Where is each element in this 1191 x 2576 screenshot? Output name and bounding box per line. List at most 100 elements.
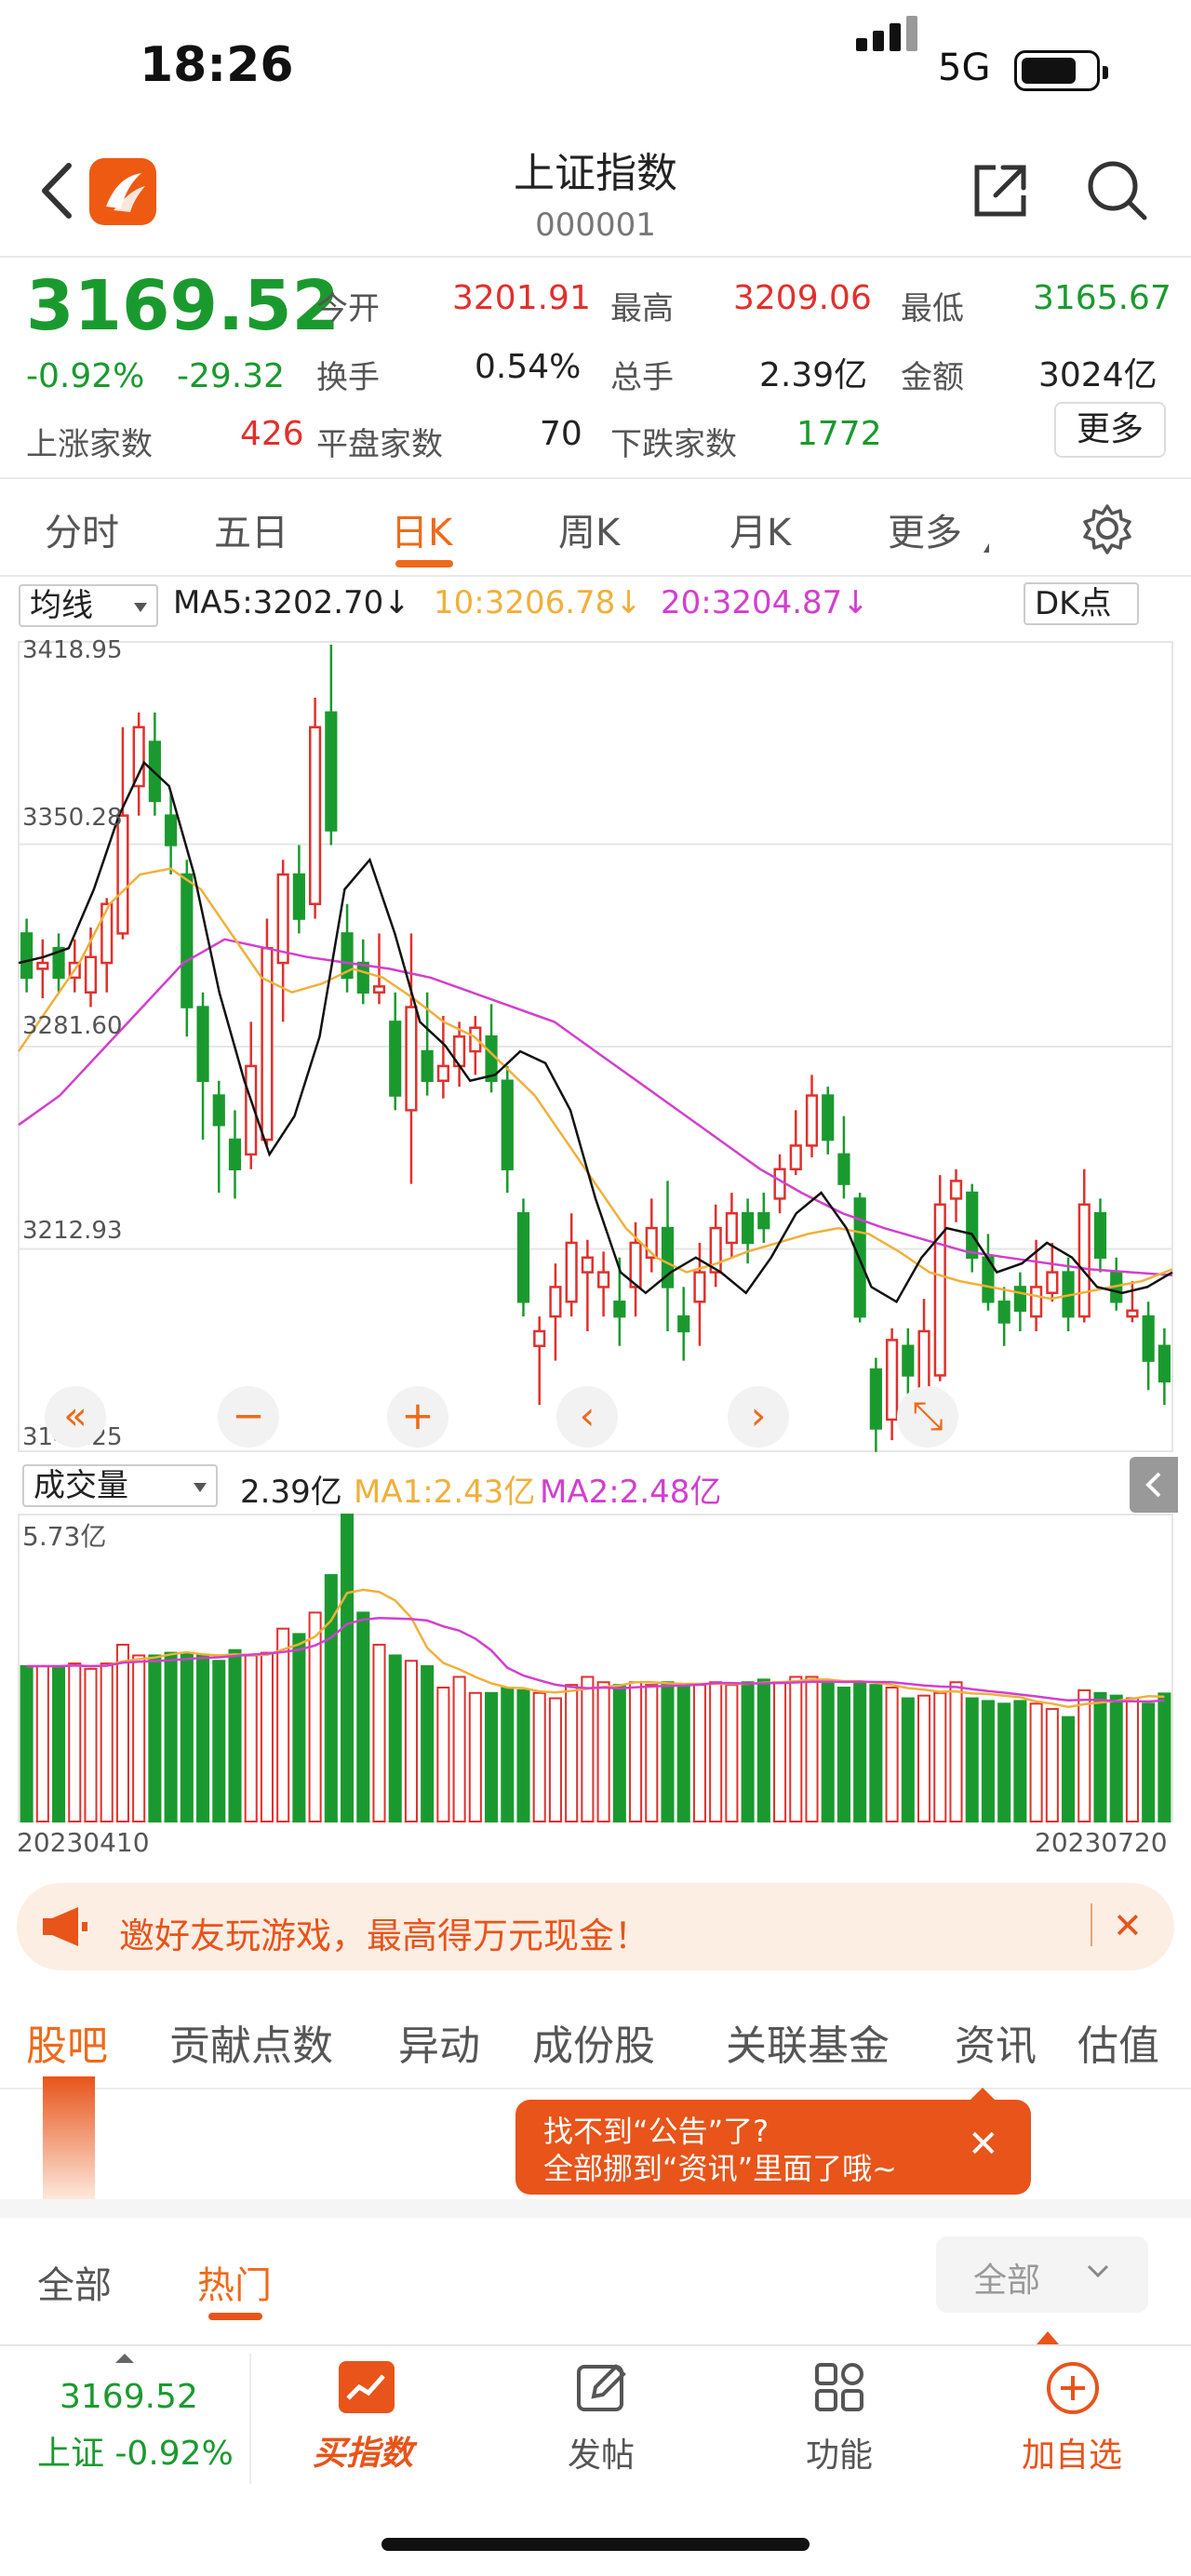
scroll-right-button[interactable]: › [728,1386,789,1448]
volume-bar [949,1681,963,1822]
candle-body [886,1339,899,1421]
candle-body [661,1226,675,1288]
down-count: 1772 [796,415,882,453]
candle-body [405,1006,418,1112]
gear-icon[interactable] [1079,501,1135,556]
candle-body [757,1212,770,1230]
page-title: 上证指数 [514,150,677,197]
grid-features-icon[interactable] [811,2359,867,2415]
scroll-start-button[interactable]: « [45,1386,106,1448]
candle-body [773,1168,786,1200]
expand-up-icon[interactable] [115,2354,134,2363]
tab-news[interactable]: 资讯 [955,2022,1037,2070]
candle-body [165,814,178,847]
volume-bar [901,1697,915,1822]
candle-body [549,1286,562,1318]
volume-bar [869,1684,883,1822]
high-value: 3209.06 [733,279,872,317]
collapse-panel-button[interactable] [1130,1457,1178,1513]
subtab-all[interactable]: 全部 [37,2264,112,2307]
start-date: 20230410 [17,1827,150,1858]
up-count-label: 上涨家数 [26,426,153,463]
volume-bar [212,1660,226,1822]
volume-bar [1109,1694,1123,1822]
candle-body [36,961,49,970]
tab-daily-k[interactable]: 日K [391,512,453,554]
volume-bar [180,1651,194,1822]
tooltip-close-button[interactable]: ✕ [968,2123,999,2166]
volume-bar [1045,1708,1059,1822]
tab-guba[interactable]: 股吧 [26,2022,108,2070]
tab-related-funds[interactable]: 关联基金 [726,2022,890,2070]
search-icon[interactable] [1083,156,1152,225]
tab-five-day[interactable]: 五日 [214,512,288,554]
candle-body [292,873,305,920]
candle-body [597,1271,610,1288]
buy-index-icon[interactable] [339,2361,395,2413]
filter-value: 全部 [973,2262,1041,2300]
end-date: 20230720 [1035,1827,1168,1858]
volume-bar [276,1627,290,1823]
add-watchlist-icon[interactable] [1044,2359,1102,2417]
candle-body [516,1212,530,1303]
scroll-left-button[interactable]: ‹ [556,1386,618,1448]
tab-more[interactable]: 更多 [888,512,962,554]
volume-label: 总手 [610,359,674,396]
volume-bar [421,1664,435,1822]
tab-intraday[interactable]: 分时 [45,512,119,554]
tab-contribution[interactable]: 贡献点数 [169,2022,333,2070]
buy-index-button[interactable]: 买指数 [313,2435,414,2473]
more-button[interactable]: 更多 [1054,402,1166,458]
candle-body [228,1138,242,1171]
promo-banner[interactable] [17,1883,1174,1970]
tab-weekly-k[interactable]: 周K [558,512,621,554]
share-icon[interactable] [968,158,1033,223]
tab-constituents[interactable]: 成份股 [532,2022,655,2070]
top-nav [0,140,1191,256]
zoom-out-button[interactable]: − [218,1386,279,1448]
tab-valuation[interactable]: 估值 [1077,2022,1159,2070]
features-button[interactable]: 功能 [806,2436,874,2475]
volume-ma2: MA2:2.48亿 [540,1474,722,1511]
bottom-index-price[interactable]: 3169.52 [60,2378,198,2416]
zoom-in-button[interactable]: + [387,1386,448,1448]
subtab-hot[interactable]: 热门 [197,2264,272,2307]
bottom-index-label[interactable]: 上证 -0.92% [37,2435,234,2473]
flat-count-label: 平盘家数 [316,426,443,463]
candle-body [1093,1212,1107,1260]
candle-body [261,946,274,1141]
volume-bar [1062,1715,1076,1822]
volume-bar [260,1651,274,1822]
candlestick-chart[interactable] [0,633,1191,1461]
volume-bar [100,1662,114,1822]
edit-post-icon[interactable] [573,2359,629,2415]
chevron-left-icon[interactable] [37,160,74,221]
post-button[interactable]: 发帖 [568,2436,636,2475]
volume-bar [244,1654,258,1822]
ma-selector-label: 均线 [30,587,93,624]
candle-body [533,1329,546,1348]
volume-selector[interactable]: 成交量 [22,1464,218,1507]
ma-selector[interactable]: 均线 [19,584,158,627]
volume-value: 2.39亿 [759,356,868,394]
candle-body [245,1064,258,1156]
low-value: 3165.67 [1033,279,1171,317]
tab-monthly-k[interactable]: 月K [729,512,792,554]
promo-close-button[interactable]: ✕ [1113,1905,1143,1946]
candle-body [693,1271,706,1303]
volume-bar [1029,1702,1043,1822]
tab-movement[interactable]: 异动 [398,2022,480,2070]
add-watchlist-button[interactable]: 加自选 [1022,2436,1123,2475]
fullscreen-button[interactable]: ⤡ [897,1386,958,1448]
volume-bar [452,1675,466,1822]
volume-chart [18,1514,1173,1823]
news-tooltip[interactable]: 找不到“公告”了? 全部挪到“资讯”里面了哦~ [515,2100,1031,2195]
filter-dropdown[interactable]: 全部 [936,2236,1148,2313]
candle-body [1142,1315,1155,1362]
volume-bar [1077,1688,1091,1822]
promo-text: 邀好友玩游戏，最高得万元现金！ [119,1915,650,1956]
volume-bar [20,1664,33,1822]
dk-point-button[interactable]: DK点 [1024,582,1139,625]
volume-current: 2.39亿 [240,1474,342,1511]
volume-bar [164,1651,178,1822]
